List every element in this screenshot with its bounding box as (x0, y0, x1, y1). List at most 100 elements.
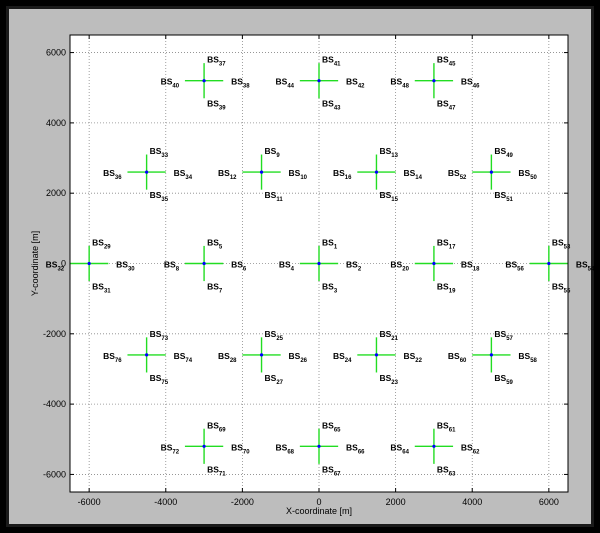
bs-label-prefix: BS (231, 442, 243, 452)
bs-label-prefix: BS (494, 190, 506, 200)
bs-label: BS23 (379, 373, 398, 386)
bs-label-prefix: BS (231, 77, 243, 87)
base-station-sites: BS1BS2BS3BS4BS5BS6BS7BS8BS9BS10BS11BS12B… (46, 55, 595, 478)
bs-label-prefix: BS (346, 442, 358, 452)
x-tick-label: -2000 (231, 497, 254, 507)
bs-label: BS27 (265, 373, 284, 386)
bs-label: BS76 (103, 351, 122, 364)
bs-label: BS50 (518, 168, 537, 181)
bs-label: BS9 (265, 146, 281, 159)
bs-label-index: 14 (415, 175, 422, 181)
bs-label-index: 9 (276, 153, 280, 159)
bs-label-prefix: BS (150, 190, 162, 200)
bs-label-index: 45 (449, 62, 456, 68)
bs-label-prefix: BS (322, 420, 334, 430)
site-marker (145, 170, 149, 174)
bs-label-prefix: BS (379, 329, 391, 339)
site-marker (432, 444, 436, 448)
bs-label-prefix: BS (265, 190, 277, 200)
bs-label: BS10 (289, 168, 308, 181)
bs-label: BS24 (333, 351, 352, 364)
bs-label-index: 53 (564, 245, 571, 251)
bs-label-prefix: BS (494, 373, 506, 383)
bs-label-index: 19 (449, 289, 456, 295)
x-axis-label: X-coordinate [m] (286, 506, 352, 516)
bs-label: BS12 (218, 168, 237, 181)
bs-label-prefix: BS (279, 260, 291, 270)
site-marker (317, 79, 321, 83)
bs-label-index: 58 (530, 358, 537, 364)
bs-label-prefix: BS (265, 146, 277, 156)
bs-label-index: 25 (276, 336, 283, 342)
bs-label-index: 72 (172, 449, 179, 455)
bs-label-index: 16 (345, 175, 352, 181)
bs-label-index: 63 (449, 471, 456, 477)
bs-label-prefix: BS (265, 329, 277, 339)
bs-label: BS22 (403, 351, 422, 364)
bs-label-prefix: BS (92, 282, 104, 292)
site-marker (87, 261, 91, 266)
site-marker (317, 261, 321, 266)
bs-label-index: 41 (334, 62, 341, 68)
x-tick-label: 0 (316, 497, 321, 507)
site-marker (317, 444, 321, 448)
bs-label-prefix: BS (552, 282, 564, 292)
bs-label: BS48 (390, 77, 409, 90)
bs-label: BS17 (437, 238, 456, 251)
bs-label: BS4 (279, 260, 295, 273)
bs-label-prefix: BS (518, 351, 530, 361)
bs-label-index: 61 (449, 427, 456, 433)
bs-label-prefix: BS (322, 238, 334, 248)
bs-label-index: 2 (358, 267, 362, 273)
bs-label-prefix: BS (518, 168, 530, 178)
bs-label-index: 52 (460, 175, 467, 181)
bs-label-index: 29 (104, 245, 111, 251)
bs-label: BS64 (390, 442, 409, 455)
bs-label-prefix: BS (576, 260, 588, 270)
bs-label-prefix: BS (231, 260, 243, 270)
bs-label-prefix: BS (379, 190, 391, 200)
bs-label-prefix: BS (46, 260, 58, 270)
bs-label-prefix: BS (276, 442, 288, 452)
site-marker (547, 261, 551, 266)
bs-label-index: 46 (473, 84, 480, 90)
bs-label-prefix: BS (322, 99, 334, 109)
bs-label-index: 57 (506, 336, 513, 342)
bs-label-prefix: BS (103, 168, 115, 178)
bs-label-prefix: BS (552, 238, 564, 248)
bs-label: BS68 (276, 442, 295, 455)
x-tick-label: 4000 (462, 497, 482, 507)
bs-label-prefix: BS (218, 168, 230, 178)
bs-label: BS66 (346, 442, 365, 455)
bs-label-prefix: BS (218, 351, 230, 361)
bs-label-index: 38 (243, 84, 250, 90)
bs-label-index: 15 (391, 197, 398, 203)
bs-label-prefix: BS (161, 442, 173, 452)
bs-label: BS2 (346, 260, 362, 273)
bs-label-index: 55 (564, 289, 571, 295)
bs-label-index: 44 (287, 84, 294, 90)
bs-label: BS5 (207, 238, 223, 251)
bs-label-prefix: BS (322, 464, 334, 474)
x-tick-label: 6000 (539, 497, 559, 507)
bs-label-prefix: BS (116, 260, 128, 270)
site-marker (374, 170, 379, 174)
bs-label-index: 13 (391, 153, 398, 159)
bs-label-index: 42 (358, 84, 365, 90)
site-marker (374, 353, 379, 357)
bs-label: BS74 (174, 351, 193, 364)
bs-label: BS46 (461, 77, 480, 90)
bs-label-index: 66 (358, 449, 365, 455)
y-tick-label: 6000 (46, 48, 66, 58)
bs-label: BS41 (322, 55, 341, 68)
bs-label-prefix: BS (103, 351, 115, 361)
bs-label-prefix: BS (174, 351, 186, 361)
bs-label: BS47 (437, 99, 456, 112)
bs-label: BS35 (150, 190, 169, 203)
